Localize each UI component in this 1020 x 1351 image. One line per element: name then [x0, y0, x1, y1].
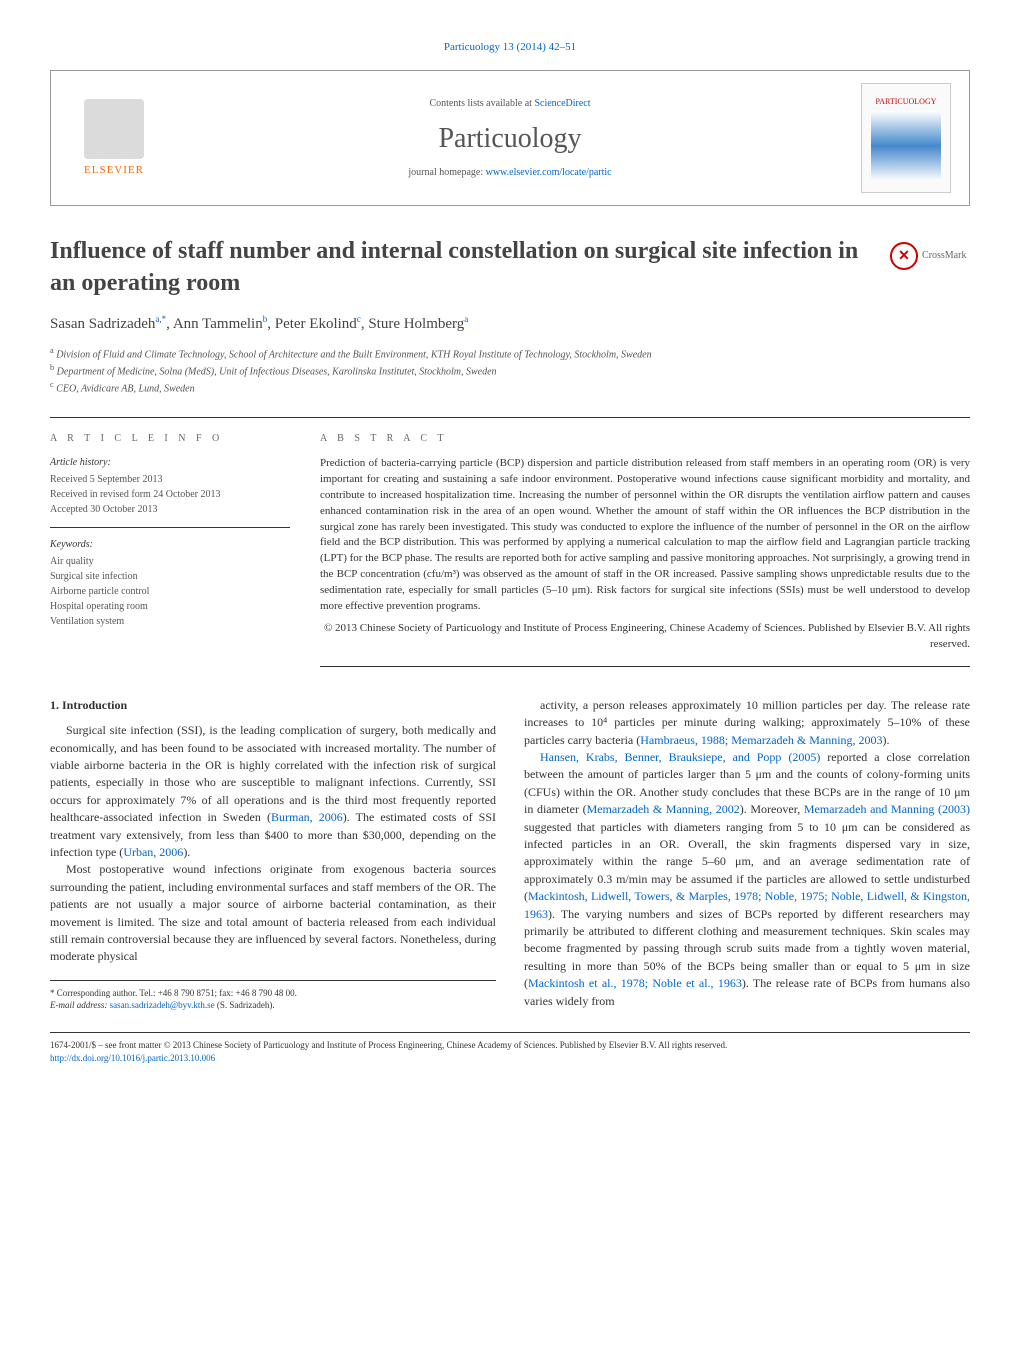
citation-link[interactable]: Hansen, Krabs, Benner, Brauksiepe, and P…: [540, 750, 820, 764]
citation-link[interactable]: Memarzadeh and Manning (2003): [804, 802, 970, 816]
article-info-heading: a r t i c l e i n f o: [50, 432, 290, 446]
footnote-corresponding: * Corresponding author. Tel.: +46 8 790 …: [50, 987, 496, 1000]
body-two-column: 1. Introduction Surgical site infection …: [50, 697, 970, 1012]
crossmark-label: CrossMark: [922, 249, 966, 263]
journal-reference: Particuology 13 (2014) 42–51: [50, 40, 970, 55]
crossmark-circle-icon: ✕: [890, 242, 918, 270]
article-history-block: Article history: Received 5 September 20…: [50, 456, 290, 528]
corresponding-author-footnote: * Corresponding author. Tel.: +46 8 790 …: [50, 987, 496, 1012]
revised-line: Received in revised form 24 October 2013: [50, 487, 290, 502]
citation-link[interactable]: Urban, 2006: [123, 845, 183, 859]
body-paragraph-3: activity, a person releases approximatel…: [524, 697, 970, 749]
keywords-label: Keywords:: [50, 538, 290, 552]
publisher-name: ELSEVIER: [84, 163, 144, 178]
info-abstract-row: a r t i c l e i n f o Article history: R…: [50, 417, 970, 667]
footer-issn-line: 1674-2001/$ – see front matter © 2013 Ch…: [50, 1039, 970, 1052]
elsevier-tree-icon: [84, 99, 144, 159]
keyword-2: Airborne particle control: [50, 584, 290, 599]
citation-link[interactable]: Burman, 2006: [271, 810, 343, 824]
author-list: Sasan Sadrizadeha,*, Ann Tammelinb, Pete…: [50, 313, 970, 335]
footnote-email-line: E-mail address: sasan.sadrizadeh@byv.kth…: [50, 999, 496, 1012]
homepage-line: journal homepage: www.elsevier.com/locat…: [159, 166, 861, 180]
keyword-3: Hospital operating room: [50, 599, 290, 614]
article-info-column: a r t i c l e i n f o Article history: R…: [50, 432, 290, 667]
section-1-heading: 1. Introduction: [50, 697, 496, 714]
citation-link[interactable]: Hambraeus, 1988; Memarzadeh & Manning, 2…: [640, 733, 882, 747]
history-label: Article history:: [50, 456, 290, 470]
affiliations: a Division of Fluid and Climate Technolo…: [50, 345, 970, 397]
abstract-column: a b s t r a c t Prediction of bacteria-c…: [320, 432, 970, 667]
keywords-block: Keywords: Air quality Surgical site infe…: [50, 538, 290, 639]
abstract-copyright: © 2013 Chinese Society of Particuology a…: [320, 621, 970, 652]
cover-title: PARTICUOLOGY: [875, 96, 936, 107]
title-row: Influence of staff number and internal c…: [50, 236, 970, 298]
body-paragraph-1: Surgical site infection (SSI), is the le…: [50, 722, 496, 861]
crossmark-badge[interactable]: ✕ CrossMark: [890, 236, 970, 276]
accepted-line: Accepted 30 October 2013: [50, 502, 290, 517]
body-paragraph-4: Hansen, Krabs, Benner, Brauksiepe, and P…: [524, 749, 970, 1010]
journal-header-box: ELSEVIER Contents lists available at Sci…: [50, 70, 970, 206]
citation-link[interactable]: Memarzadeh & Manning, 2002: [587, 802, 740, 816]
footnote-separator: [50, 980, 496, 981]
sciencedirect-link[interactable]: ScienceDirect: [534, 98, 590, 109]
affiliation-b: b Department of Medicine, Solna (MedS), …: [50, 362, 970, 379]
keyword-0: Air quality: [50, 554, 290, 569]
header-center: Contents lists available at ScienceDirec…: [159, 97, 861, 180]
received-line: Received 5 September 2013: [50, 472, 290, 487]
abstract-heading: a b s t r a c t: [320, 432, 970, 446]
homepage-link[interactable]: www.elsevier.com/locate/partic: [486, 167, 612, 178]
doi-link[interactable]: http://dx.doi.org/10.1016/j.partic.2013.…: [50, 1053, 215, 1063]
keyword-1: Surgical site infection: [50, 569, 290, 584]
keyword-4: Ventilation system: [50, 614, 290, 629]
journal-name: Particuology: [159, 119, 861, 158]
body-paragraph-2: Most postoperative wound infections orig…: [50, 861, 496, 965]
email-link[interactable]: sasan.sadrizadeh@byv.kth.se: [110, 1000, 215, 1010]
contents-prefix: Contents lists available at: [429, 98, 534, 109]
page-container: Particuology 13 (2014) 42–51 ELSEVIER Co…: [0, 0, 1020, 1104]
affiliation-a: a Division of Fluid and Climate Technolo…: [50, 345, 970, 362]
abstract-text: Prediction of bacteria-carrying particle…: [320, 456, 970, 615]
homepage-prefix: journal homepage:: [408, 167, 485, 178]
contents-available-line: Contents lists available at ScienceDirec…: [159, 97, 861, 111]
cover-art-icon: [871, 111, 941, 181]
citation-link[interactable]: Mackintosh et al., 1978; Noble et al., 1…: [528, 976, 742, 990]
section-number: 1.: [50, 698, 59, 712]
page-footer: 1674-2001/$ – see front matter © 2013 Ch…: [50, 1032, 970, 1064]
affiliation-c: c CEO, Avidicare AB, Lund, Sweden: [50, 379, 970, 396]
section-title: Introduction: [62, 698, 127, 712]
crossmark-x-icon: ✕: [898, 247, 910, 267]
journal-cover-thumbnail[interactable]: PARTICUOLOGY: [861, 83, 951, 193]
article-title: Influence of staff number and internal c…: [50, 236, 870, 298]
publisher-logo[interactable]: ELSEVIER: [69, 93, 159, 183]
